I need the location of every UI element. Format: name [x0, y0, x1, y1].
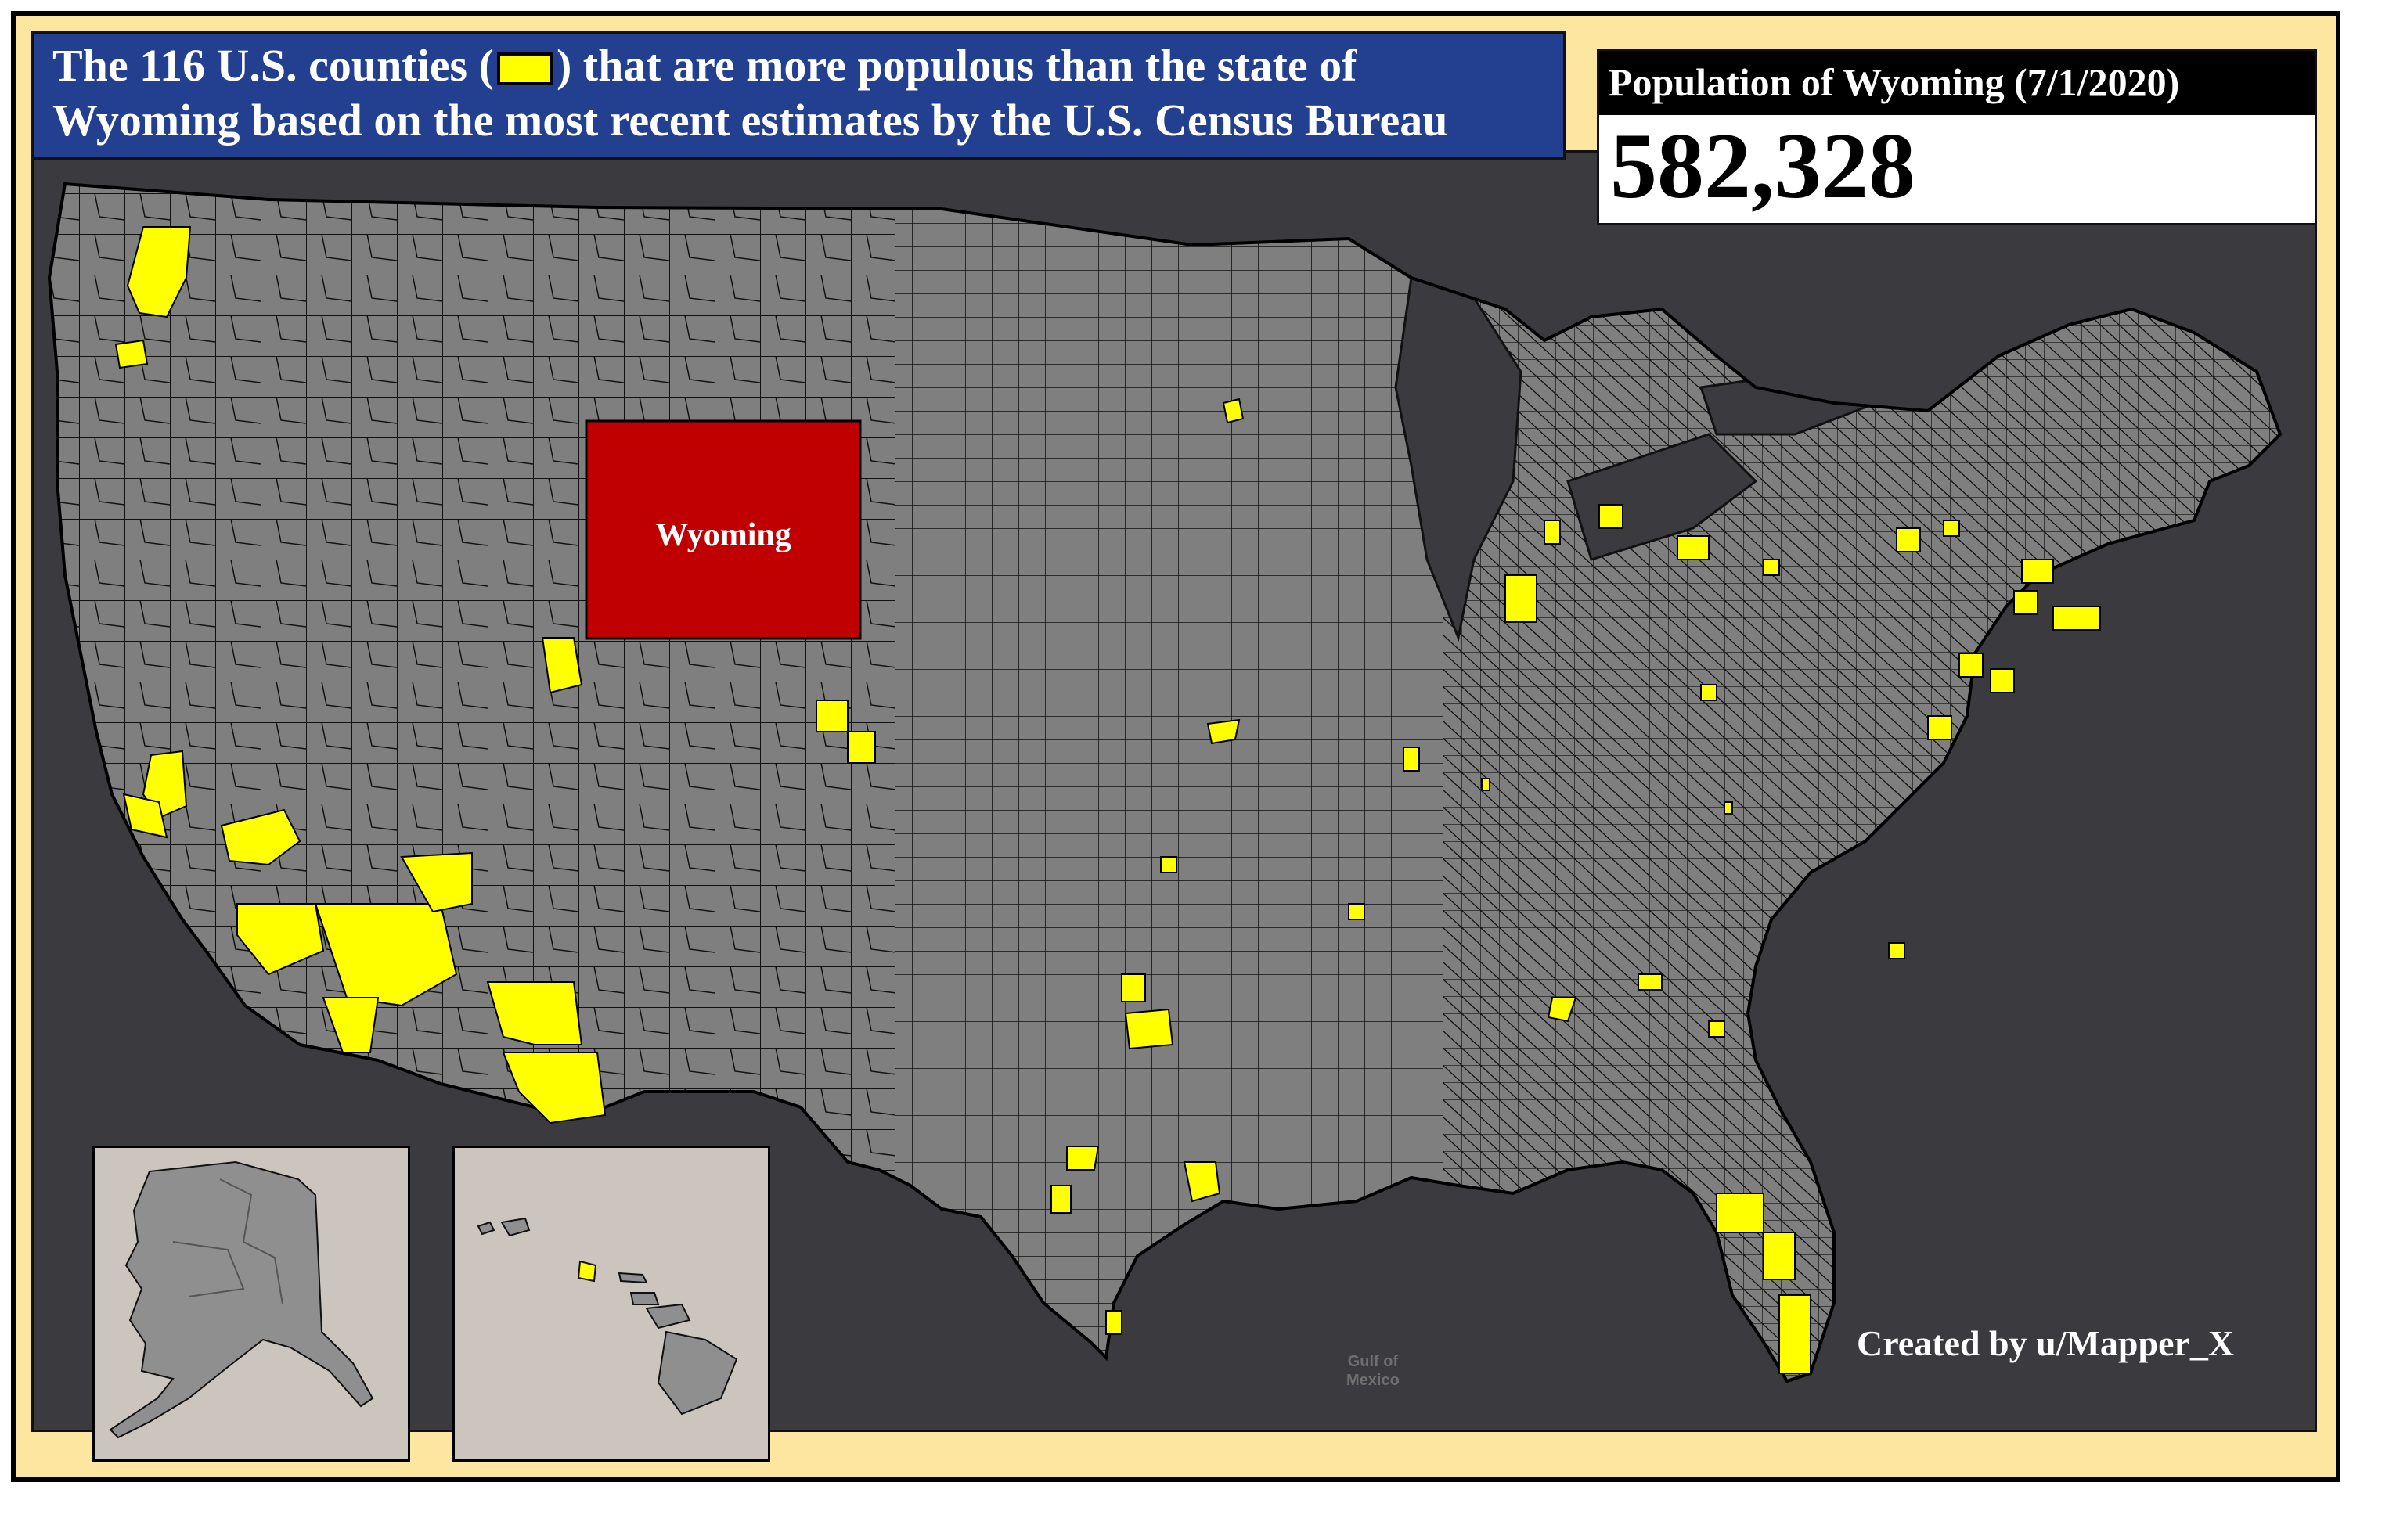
gulf-label-line1: Gulf of: [1347, 1353, 1399, 1370]
hawaii-inset: [452, 1146, 770, 1462]
gulf-of-mexico-label: Gulf of Mexico: [1346, 1352, 1400, 1390]
highlight-swatch: [496, 52, 553, 85]
title-line-2: Wyoming based on the most recent estimat…: [52, 95, 1448, 146]
gulf-label-line2: Mexico: [1346, 1372, 1400, 1389]
highlighted-counties: [114, 226, 2101, 1374]
us-county-map: Wyoming: [31, 150, 2317, 1432]
title-line1-part2: ) that are more populous than the state …: [556, 40, 1357, 91]
map-title: The 116 U.S. counties ( ) that are more p…: [31, 31, 1566, 160]
population-header: Population of Wyoming (7/1/2020): [1599, 51, 2315, 115]
title-line-1: The 116 U.S. counties ( ) that are more p…: [52, 38, 1544, 93]
population-box: Population of Wyoming (7/1/2020) 582,328: [1597, 49, 2317, 225]
wyoming-label: Wyoming: [655, 517, 791, 553]
title-line1-part1: The 116 U.S. counties (: [52, 40, 494, 91]
alaska-inset: [92, 1146, 410, 1462]
wyoming-state: Wyoming: [585, 419, 862, 640]
population-value: 582,328: [1610, 113, 1915, 218]
credit-text: Created by u/Mapper_X: [1857, 1323, 2235, 1363]
